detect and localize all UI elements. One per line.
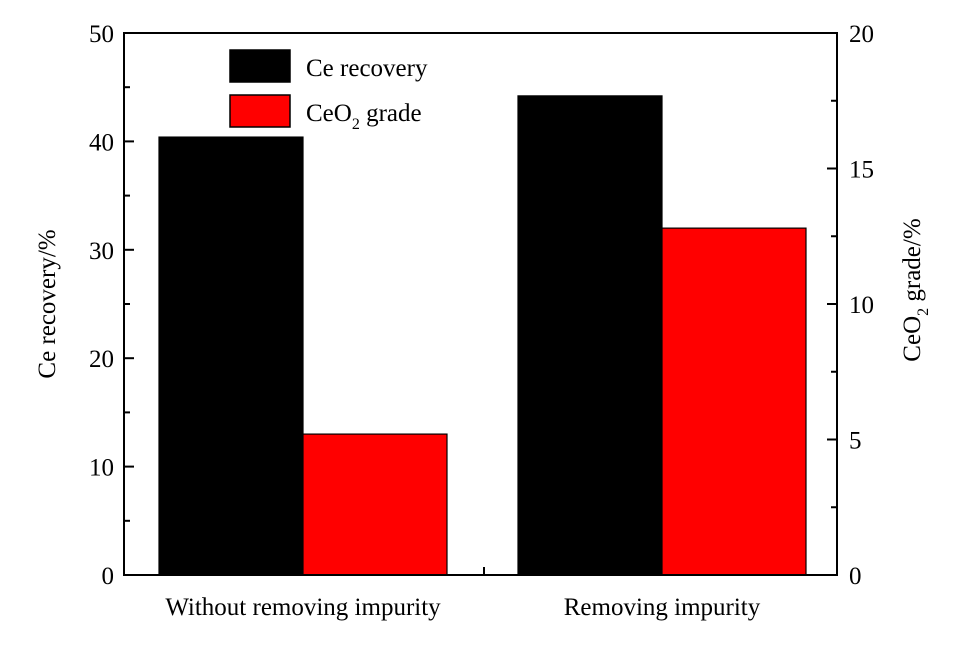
- ticks-group: Without removing impurity Removing impuri…: [89, 21, 874, 621]
- legend: Ce recovery CeO2 grade: [229, 49, 428, 133]
- bar-ceo2-grade-without-removing-impurity: [302, 433, 448, 576]
- legend-swatch-ce-recovery: [229, 49, 291, 83]
- right-tick-label-20: 20: [849, 21, 874, 48]
- legend-swatch-ceo2-grade: [229, 94, 291, 128]
- left-tick-label-30: 30: [89, 238, 114, 265]
- right-tick-label-10: 10: [849, 292, 874, 319]
- right-tick-label-0: 0: [849, 563, 862, 590]
- bars-group: [158, 95, 807, 576]
- category-label-without-removing-impurity: Without removing impurity: [165, 594, 441, 621]
- category-label-removing-impurity: Removing impurity: [564, 594, 761, 621]
- right-tick-label-5: 5: [849, 428, 862, 455]
- left-tick-label-20: 20: [89, 346, 114, 373]
- legend-label-ce-recovery: Ce recovery: [306, 55, 428, 82]
- left-axis-title: Ce recovery/%: [34, 229, 61, 378]
- left-tick-label-40: 40: [89, 129, 114, 156]
- right-axis-title: CeO2 grade/%: [899, 218, 932, 361]
- left-tick-label-0: 0: [102, 563, 115, 590]
- left-tick-label-10: 10: [89, 455, 114, 482]
- right-tick-label-15: 15: [849, 157, 874, 184]
- legend-label-ceo2-grade: CeO2 grade: [306, 100, 422, 133]
- bar-ce-recovery-removing-impurity: [517, 95, 663, 576]
- bar-ceo2-grade-removing-impurity: [661, 227, 807, 576]
- left-tick-label-50: 50: [89, 21, 114, 48]
- bar-ce-recovery-without-removing-impurity: [158, 136, 304, 576]
